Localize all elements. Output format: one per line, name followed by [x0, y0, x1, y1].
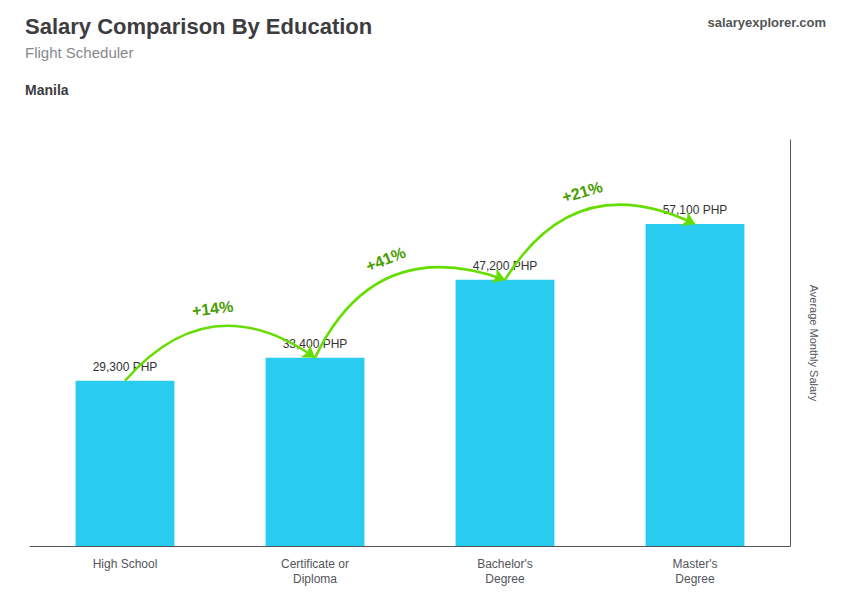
svg-text:Salary Comparison By Education: Salary Comparison By Education — [25, 14, 372, 39]
svg-text:+41%: +41% — [363, 244, 408, 275]
svg-text:+14%: +14% — [191, 298, 234, 320]
svg-text:29,300 PHP: 29,300 PHP — [93, 360, 158, 374]
svg-text:33,400 PHP: 33,400 PHP — [282, 336, 348, 351]
svg-text:Master's: Master's — [673, 557, 718, 571]
svg-text:Manila: Manila — [25, 82, 69, 98]
svg-text:Degree: Degree — [485, 572, 525, 586]
svg-text:47,200 PHP: 47,200 PHP — [473, 259, 538, 273]
svg-text:salaryexplorer.com: salaryexplorer.com — [707, 15, 826, 30]
svg-text:+21%: +21% — [560, 178, 604, 206]
svg-text:Certificate or: Certificate or — [281, 557, 349, 571]
svg-text:57,100 PHP: 57,100 PHP — [662, 203, 728, 217]
svg-text:Degree: Degree — [675, 572, 715, 586]
svg-text:High School: High School — [93, 557, 158, 571]
svg-text:Bachelor's: Bachelor's — [477, 557, 533, 571]
svg-text:Flight Scheduler: Flight Scheduler — [25, 44, 133, 61]
svg-text:Average Monthly Salary: Average Monthly Salary — [808, 285, 820, 402]
svg-text:Diploma: Diploma — [293, 572, 337, 586]
